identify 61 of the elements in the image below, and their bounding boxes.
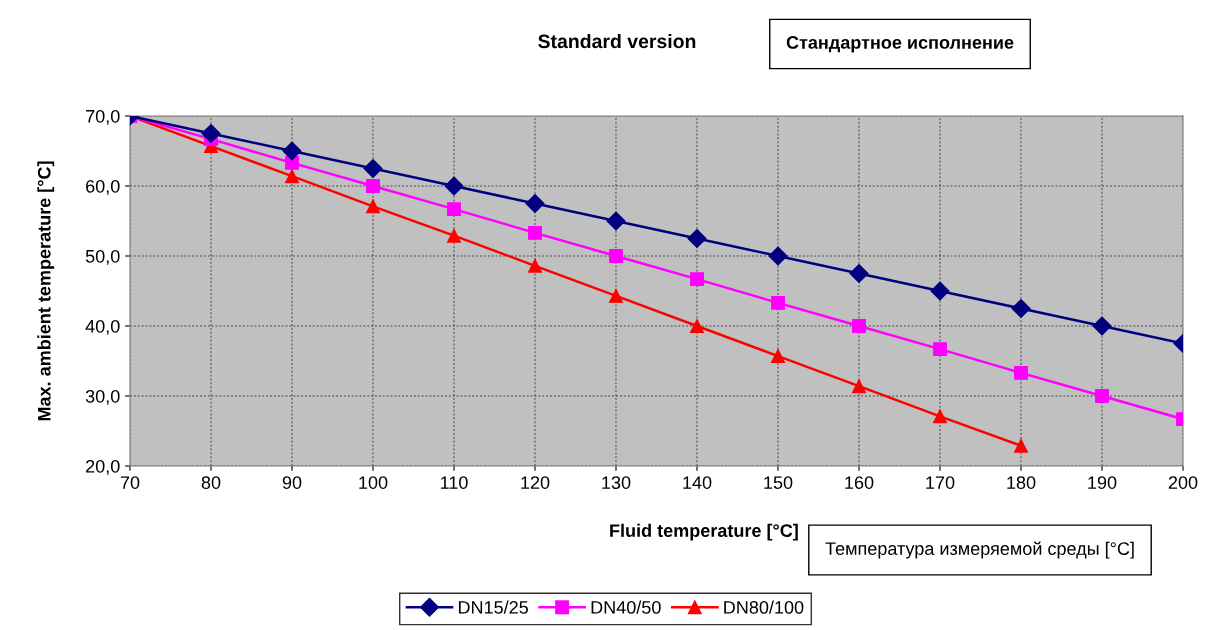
point [609, 288, 623, 303]
x-tick-label: 170 [926, 476, 955, 489]
point [1014, 365, 1028, 380]
point [849, 263, 869, 284]
point [852, 319, 866, 333]
x-axis-title: Fluid temperature [°C] [610, 523, 798, 541]
x-tick-label: 110 [440, 476, 468, 489]
x-tick-label: 200 [1168, 476, 1198, 489]
point [528, 258, 542, 273]
point [282, 141, 302, 161]
point [771, 349, 785, 364]
point [690, 319, 704, 333]
point [366, 179, 380, 193]
point [444, 176, 464, 196]
x-tick-label: 140 [683, 476, 712, 489]
legend-label: DN80/100 [724, 600, 804, 614]
x-tick-label: 160 [845, 476, 874, 489]
point [447, 202, 461, 217]
point [363, 158, 383, 179]
point [285, 169, 299, 184]
point [606, 211, 626, 231]
y-tick-label: 40,0 [85, 319, 120, 335]
point [933, 409, 947, 424]
point [528, 225, 542, 240]
point [609, 249, 623, 263]
x-tick-label: 180 [1007, 476, 1036, 489]
point [768, 246, 788, 266]
point [447, 228, 461, 243]
y-tick-label: 30,0 [85, 389, 120, 405]
point [525, 193, 545, 214]
point [201, 123, 221, 144]
y-axis-title: Max. ambient temperature [°C] [37, 161, 55, 421]
point [285, 155, 299, 170]
y-tick-label: 50,0 [85, 249, 120, 265]
x-tick-label: 190 [1088, 476, 1117, 489]
point [1014, 438, 1028, 453]
point [852, 379, 866, 394]
text: Температура измеряемой среды [°C] [825, 541, 1134, 559]
x-tick-label: 100 [359, 476, 388, 489]
point [933, 342, 947, 357]
legend-label: DN40/50 [591, 600, 661, 614]
point [366, 199, 380, 214]
text: Стандартное исполнение [786, 36, 1014, 53]
x-tick-label: 150 [764, 476, 793, 489]
point [930, 281, 950, 301]
y-tick-label: 70,0 [86, 109, 120, 125]
legend-label: DN15/25 [458, 600, 528, 614]
x-tick-label: 90 [282, 476, 302, 489]
point [690, 272, 704, 287]
point [1011, 298, 1031, 319]
x-tick-label: 120 [521, 476, 550, 489]
y-tick-label: 20,0 [86, 459, 120, 475]
point [1092, 316, 1112, 336]
x-tick-label: 70 [120, 476, 140, 489]
text: Standard version [538, 33, 696, 49]
point [771, 295, 785, 310]
point [687, 228, 707, 249]
point [1095, 389, 1109, 403]
y-tick-label: 60,0 [86, 179, 120, 195]
x-tick-label: 130 [602, 476, 631, 489]
x-tick-label: 80 [201, 476, 221, 489]
